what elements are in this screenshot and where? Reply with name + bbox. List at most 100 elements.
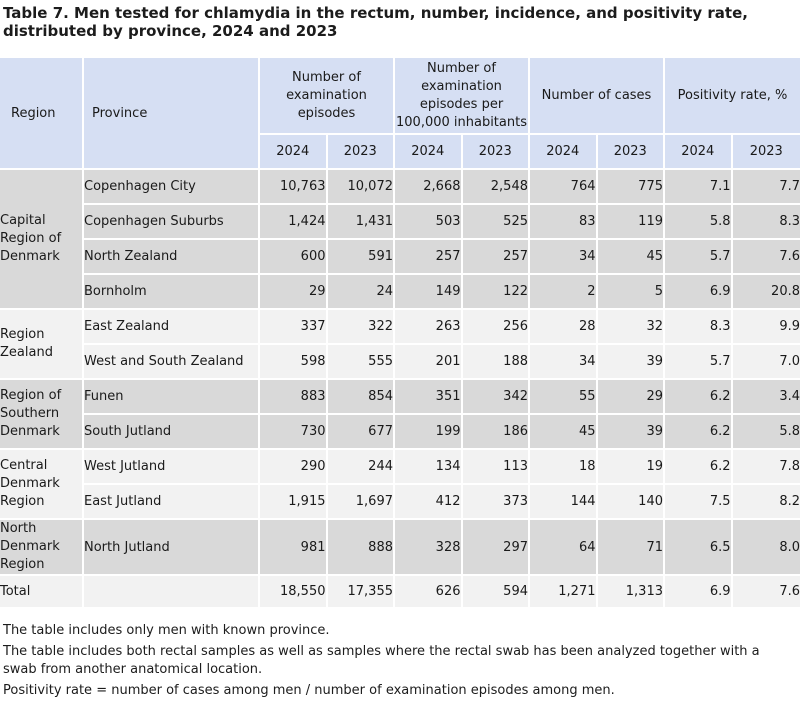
table-row: South Jutland 730 677 199 186 45 39 6.2 … xyxy=(0,415,800,450)
header-row: Region Province Number of examination ep… xyxy=(0,58,800,170)
table-row: Bornholm 29 24 149 122 2 5 6.9 20.8 xyxy=(0,275,800,310)
value-cell: 503 xyxy=(395,205,463,240)
year-header: 2023 xyxy=(732,135,800,170)
value-cell: 555 xyxy=(327,345,395,380)
value-cell: 39 xyxy=(597,415,665,450)
value-cell: 113 xyxy=(462,450,530,485)
value-cell: 337 xyxy=(260,310,328,345)
value-cell: 854 xyxy=(327,380,395,415)
province-cell: Copenhagen City xyxy=(84,170,260,205)
province-cell: Funen xyxy=(84,380,260,415)
value-cell: 122 xyxy=(462,275,530,310)
region-cell: Region Zealand xyxy=(0,310,84,380)
table-row: Region of Southern Denmark Funen 883 854… xyxy=(0,380,800,450)
region-cell: Capital Region of Denmark xyxy=(0,170,84,310)
value-cell: 18 xyxy=(530,450,598,485)
column-header-incidence-text: Number of examination episodes per 100,0… xyxy=(396,60,527,130)
value-cell: 1,697 xyxy=(327,485,395,520)
value-cell: 290 xyxy=(260,450,328,485)
value-cell: 5.8 xyxy=(732,415,800,450)
value-cell: 7.5 xyxy=(665,485,733,520)
value-cell: 119 xyxy=(597,205,665,240)
value-cell: 263 xyxy=(395,310,463,345)
value-cell: 149 xyxy=(395,275,463,310)
region-cell: Central Denmark Region xyxy=(0,450,84,520)
value-cell: 7.1 xyxy=(665,170,733,205)
value-cell: 10,763 xyxy=(260,170,328,205)
value-cell: 55 xyxy=(530,380,598,415)
value-cell: 39 xyxy=(597,345,665,380)
total-value-cell: 626 xyxy=(395,576,463,609)
total-province-empty xyxy=(84,576,260,609)
value-cell: 5.8 xyxy=(665,205,733,240)
column-header-province: Province xyxy=(84,58,260,170)
value-cell: 7.7 xyxy=(732,170,800,205)
year-header: 2023 xyxy=(462,135,530,170)
value-cell: 256 xyxy=(462,310,530,345)
table-row: Central Denmark Region West Jutland 290 … xyxy=(0,450,800,520)
value-cell: 19 xyxy=(597,450,665,485)
total-value-cell: 17,355 xyxy=(327,576,395,609)
value-cell: 888 xyxy=(327,520,395,576)
value-cell: 7.8 xyxy=(732,450,800,485)
value-cell: 199 xyxy=(395,415,463,450)
value-cell: 342 xyxy=(462,380,530,415)
value-cell: 10,072 xyxy=(327,170,395,205)
value-cell: 34 xyxy=(530,240,598,275)
column-header-positivity: Positivity rate, % xyxy=(665,58,800,135)
data-table: Region Province Number of examination ep… xyxy=(0,58,800,609)
value-cell: 6.2 xyxy=(665,450,733,485)
year-header: 2023 xyxy=(327,135,395,170)
value-cell: 244 xyxy=(327,450,395,485)
value-cell: 7.0 xyxy=(732,345,800,380)
value-cell: 6.9 xyxy=(665,275,733,310)
table-notes: The table includes only men with known p… xyxy=(3,622,797,703)
note: Positivity rate = number of cases among … xyxy=(3,683,615,698)
value-cell: 525 xyxy=(462,205,530,240)
table-row: Copenhagen Suburbs 1,424 1,431 503 525 8… xyxy=(0,205,800,240)
total-label: Total xyxy=(0,576,84,609)
total-value-cell: 7.6 xyxy=(732,576,800,609)
value-cell: 883 xyxy=(260,380,328,415)
value-cell: 257 xyxy=(462,240,530,275)
value-cell: 64 xyxy=(530,520,598,576)
value-cell: 598 xyxy=(260,345,328,380)
total-value-cell: 594 xyxy=(462,576,530,609)
table-row: East Jutland 1,915 1,697 412 373 144 140… xyxy=(0,485,800,520)
value-cell: 730 xyxy=(260,415,328,450)
table-row: Capital Region of Denmark Copenhagen Cit… xyxy=(0,170,800,310)
column-header-cases: Number of cases xyxy=(530,58,665,135)
column-header-episodes-text: Number of examination episodes xyxy=(286,69,367,121)
value-cell: 8.3 xyxy=(665,310,733,345)
province-cell: West Jutland xyxy=(84,450,260,485)
value-cell: 8.2 xyxy=(732,485,800,520)
value-cell: 29 xyxy=(597,380,665,415)
value-cell: 140 xyxy=(597,485,665,520)
total-value-cell: 18,550 xyxy=(260,576,328,609)
province-cell: North Zealand xyxy=(84,240,260,275)
value-cell: 591 xyxy=(327,240,395,275)
value-cell: 201 xyxy=(395,345,463,380)
value-cell: 2,668 xyxy=(395,170,463,205)
value-cell: 45 xyxy=(530,415,598,450)
province-cell: West and South Zealand xyxy=(84,345,260,380)
value-cell: 600 xyxy=(260,240,328,275)
value-cell: 764 xyxy=(530,170,598,205)
value-cell: 45 xyxy=(597,240,665,275)
note: The table includes only men with known p… xyxy=(3,623,330,638)
column-header-incidence: Number of examination episodes per 100,0… xyxy=(395,58,530,135)
value-cell: 134 xyxy=(395,450,463,485)
value-cell: 8.0 xyxy=(732,520,800,576)
value-cell: 24 xyxy=(327,275,395,310)
value-cell: 83 xyxy=(530,205,598,240)
year-header: 2023 xyxy=(597,135,665,170)
value-cell: 6.2 xyxy=(665,380,733,415)
table-row: North Denmark Region North Jutland 981 8… xyxy=(0,520,800,576)
note: The table includes both rectal samples a… xyxy=(3,644,760,677)
column-header-region: Region xyxy=(0,58,84,170)
value-cell: 5.7 xyxy=(665,345,733,380)
province-cell: Copenhagen Suburbs xyxy=(84,205,260,240)
total-value-cell: 6.9 xyxy=(665,576,733,609)
value-cell: 28 xyxy=(530,310,598,345)
value-cell: 5.7 xyxy=(665,240,733,275)
